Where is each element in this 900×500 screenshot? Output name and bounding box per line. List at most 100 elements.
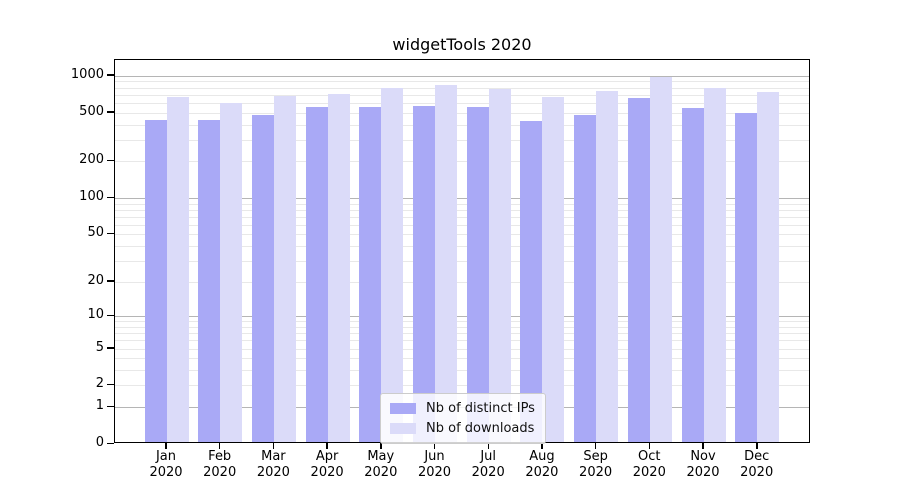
legend-swatch-downloads-icon xyxy=(390,423,416,434)
gridline-minor xyxy=(115,370,809,372)
bar xyxy=(359,107,382,442)
x-tick-label: Feb 2020 xyxy=(203,449,237,480)
gridline-minor xyxy=(115,358,809,360)
bar xyxy=(681,108,704,442)
bar xyxy=(574,115,597,442)
x-tick xyxy=(380,443,382,449)
x-tick xyxy=(272,443,275,449)
bar xyxy=(435,85,457,442)
x-tick-label: Nov 2020 xyxy=(686,449,720,480)
y-tick xyxy=(107,347,114,349)
legend-item-downloads: Nb of downloads xyxy=(390,421,535,436)
chart-title: widgetTools 2020 xyxy=(392,35,532,54)
y-tick-label: 500 xyxy=(79,103,104,119)
y-tick-label: 200 xyxy=(79,152,104,168)
gridline-minor xyxy=(115,94,809,96)
y-tick-label: 1 xyxy=(95,398,104,414)
bar xyxy=(273,95,296,442)
gridline-minor xyxy=(115,281,809,283)
y-tick-label: 5 xyxy=(95,339,104,355)
gridline-minor xyxy=(115,234,809,236)
y-tick-label: 0 xyxy=(95,435,104,450)
gridline-minor xyxy=(115,224,809,226)
gridline-minor xyxy=(115,112,809,114)
bar xyxy=(596,90,619,442)
bar xyxy=(251,114,274,442)
x-tick xyxy=(594,443,597,449)
gridline-major xyxy=(115,316,809,318)
bar xyxy=(305,107,328,442)
bar xyxy=(166,97,189,442)
bar xyxy=(627,98,650,442)
legend-swatch-distinct-ips-icon xyxy=(390,403,416,414)
y-tick-label: 10 xyxy=(87,307,104,323)
x-tick xyxy=(433,443,436,449)
bar xyxy=(488,89,511,442)
bar xyxy=(466,106,489,442)
gridline-minor xyxy=(115,81,809,83)
x-tick xyxy=(541,443,543,449)
bar xyxy=(649,76,672,442)
bar xyxy=(703,87,726,442)
gridline-major xyxy=(115,198,809,199)
x-tick-label: Sep 2020 xyxy=(579,449,613,480)
gridline-minor xyxy=(115,321,809,323)
y-tick xyxy=(107,280,114,282)
bar xyxy=(327,93,350,442)
gridline-minor xyxy=(115,216,809,218)
bar xyxy=(144,119,167,442)
gridline-minor xyxy=(115,209,809,211)
bar xyxy=(542,97,565,442)
y-tick xyxy=(107,159,114,162)
x-tick-label: Oct 2020 xyxy=(632,449,666,480)
x-tick xyxy=(165,443,167,449)
gridline-minor xyxy=(115,326,809,328)
gridline-minor xyxy=(115,348,809,350)
x-tick-label: Dec 2020 xyxy=(740,449,774,480)
bar xyxy=(220,103,243,442)
gridline-minor xyxy=(115,161,809,163)
x-tick-label: May 2020 xyxy=(364,449,398,480)
legend: Nb of distinct IPs Nb of downloads xyxy=(380,393,546,444)
gridline-minor xyxy=(115,261,809,262)
x-tick-label: Jun 2020 xyxy=(417,449,452,480)
gridline-minor xyxy=(115,139,809,141)
y-tick xyxy=(107,232,114,235)
plot-area: Nb of distinct IPs Nb of downloads xyxy=(114,59,810,444)
gridline-minor xyxy=(115,385,809,387)
y-tick-label: 2 xyxy=(95,376,104,392)
gridline-minor xyxy=(115,87,809,89)
legend-label-downloads: Nb of downloads xyxy=(426,421,535,436)
bar xyxy=(198,119,221,442)
y-tick-label: 1000 xyxy=(70,66,104,82)
x-tick xyxy=(702,443,704,449)
gridline-minor xyxy=(115,103,809,104)
x-tick-label: Jul 2020 xyxy=(471,449,505,480)
x-tick xyxy=(648,443,650,449)
y-tick xyxy=(107,405,114,408)
x-tick-label: Aug 2020 xyxy=(525,449,559,480)
legend-item-distinct-ips: Nb of distinct IPs xyxy=(390,401,535,416)
gridline-minor xyxy=(115,124,809,126)
x-tick-label: Mar 2020 xyxy=(256,449,290,480)
bar xyxy=(757,91,780,442)
y-tick-label: 100 xyxy=(79,189,104,204)
y-tick xyxy=(107,111,114,113)
gridline-minor xyxy=(115,340,809,342)
gridline-minor xyxy=(115,246,809,248)
x-tick-label: Apr 2020 xyxy=(310,449,344,480)
x-tick-label: Jan 2020 xyxy=(149,449,183,480)
bar xyxy=(520,120,543,442)
x-tick xyxy=(326,443,328,449)
y-tick xyxy=(107,74,114,76)
y-tick xyxy=(107,196,114,198)
y-tick-label: 20 xyxy=(87,272,104,288)
y-tick xyxy=(107,314,114,317)
x-tick xyxy=(218,443,221,449)
legend-label-distinct-ips: Nb of distinct IPs xyxy=(426,401,535,416)
y-tick xyxy=(107,442,114,444)
bar xyxy=(413,105,435,442)
x-tick xyxy=(756,443,758,449)
y-tick-label: 50 xyxy=(87,225,104,241)
